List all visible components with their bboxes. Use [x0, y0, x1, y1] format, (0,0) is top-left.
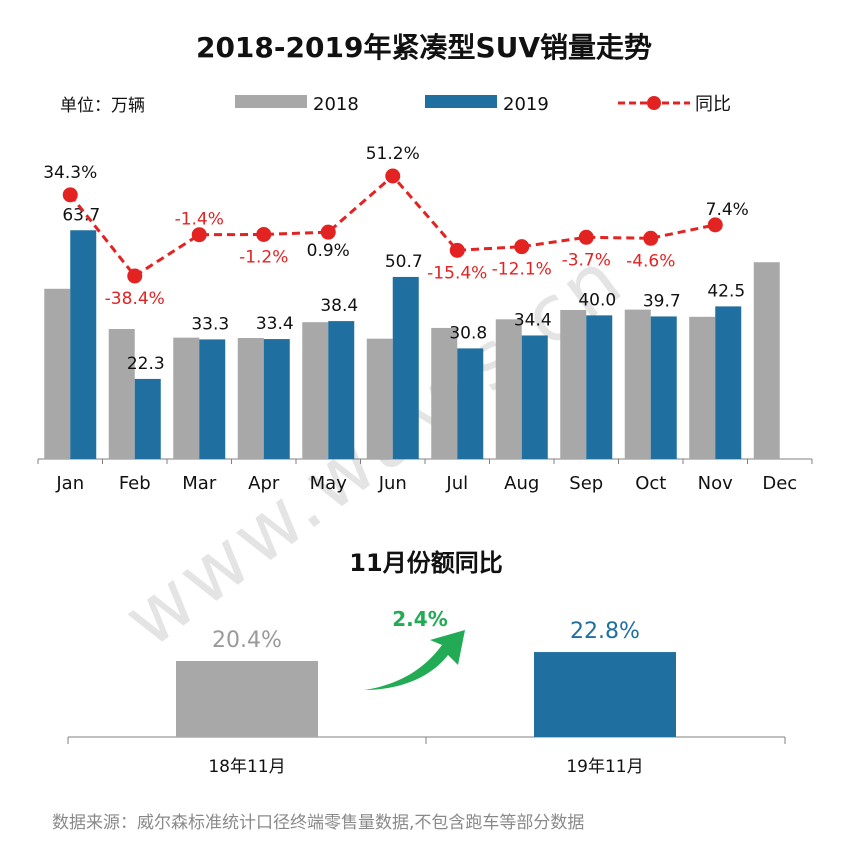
bar-2019-label: 22.3	[127, 354, 165, 374]
yoy-point	[62, 187, 78, 203]
x-tick-label: Nov	[698, 473, 733, 494]
yoy-point	[449, 242, 465, 258]
yoy-point	[256, 226, 272, 242]
bar-2019-jan	[70, 230, 97, 459]
yoy-point	[320, 224, 336, 240]
bar-2019-mar	[199, 339, 226, 459]
legend-yoy-marker	[647, 96, 661, 110]
bar-2019-label: 40.0	[578, 290, 616, 310]
growth-arrow-icon	[364, 630, 465, 690]
share-bar	[176, 661, 318, 737]
x-tick-label: Aug	[504, 473, 539, 494]
bar-2019-feb	[134, 378, 161, 459]
yoy-label: -12.1%	[492, 260, 552, 280]
legend: 2018 2019 同比	[235, 94, 731, 115]
bar-2019-label: 39.7	[643, 291, 681, 311]
x-tick-label: Jun	[378, 473, 407, 494]
bar-2019-nov	[715, 306, 742, 459]
yoy-label: 0.9%	[307, 241, 350, 261]
bar-2018-oct	[624, 309, 651, 459]
x-tick-label: Oct	[635, 473, 666, 494]
share-bar-label: 22.8%	[570, 619, 640, 644]
bar-2018-dec	[753, 262, 780, 459]
share-bar	[534, 652, 676, 737]
bar-2019-jun	[392, 276, 419, 459]
share-bar-label: 20.4%	[212, 628, 282, 653]
bar-2018-nov	[689, 316, 716, 459]
bar-2019-jul	[457, 348, 484, 459]
bar-2018-sep	[560, 309, 587, 459]
x-tick-label: Dec	[762, 473, 797, 494]
yoy-point	[578, 229, 594, 245]
yoy-point	[385, 168, 401, 184]
yoy-label: -1.4%	[175, 210, 224, 230]
share-category-label: 19年11月	[566, 757, 643, 777]
legend-2019-swatch	[425, 95, 497, 108]
bar-2018-may	[302, 322, 329, 459]
yoy-point	[514, 239, 530, 255]
x-tick-label: Mar	[182, 473, 217, 494]
bar-2018-feb	[108, 329, 135, 459]
bar-2019-label: 33.4	[256, 314, 294, 334]
source-note: 数据来源：威尔森标准统计口径终端零售量数据,不包含跑车等部分数据	[52, 813, 584, 833]
yoy-label: -15.4%	[427, 263, 487, 283]
yoy-point	[643, 230, 659, 246]
bar-2018-jun	[366, 338, 393, 459]
bar-2019-label: 50.7	[385, 252, 423, 272]
chart-title: 2018-2019年紧凑型SUV销量走势	[196, 31, 652, 64]
x-tick-label: Jul	[445, 473, 468, 494]
yoy-label: -1.2%	[239, 247, 288, 267]
yoy-label: -38.4%	[105, 289, 165, 309]
bar-2019-oct	[650, 316, 677, 459]
x-tick-label: Jan	[55, 473, 84, 494]
share-chart-title: 11月份额同比	[349, 549, 502, 577]
bar-2019-may	[328, 321, 355, 459]
yoy-point	[191, 227, 207, 243]
bar-2019-aug	[521, 335, 548, 459]
bar-2019-apr	[263, 339, 290, 459]
bar-2019-label: 30.8	[449, 323, 487, 343]
yoy-label: -4.6%	[626, 251, 675, 271]
x-tick-label: Sep	[569, 473, 603, 494]
yoy-point	[707, 217, 723, 233]
legend-2018-label: 2018	[313, 94, 359, 115]
x-tick-label: Feb	[119, 473, 151, 494]
yoy-point	[127, 268, 143, 284]
legend-2018-swatch	[235, 95, 307, 108]
x-tick-label: May	[310, 473, 348, 494]
bar-2018-apr	[237, 337, 264, 459]
unit-label: 单位：万辆	[60, 96, 145, 116]
yoy-label: 34.3%	[43, 163, 97, 183]
legend-2019-label: 2019	[503, 94, 549, 115]
yoy-label: 51.2%	[366, 144, 420, 164]
yoy-label: -3.7%	[562, 250, 611, 270]
bar-2019-sep	[586, 315, 613, 459]
bar-2019-label: 33.3	[191, 314, 229, 334]
bar-2018-jan	[44, 288, 71, 459]
bar-2018-aug	[495, 319, 522, 459]
share-change-label: 2.4%	[392, 607, 447, 631]
bar-2019-label: 34.4	[514, 310, 552, 330]
legend-yoy-label: 同比	[695, 94, 731, 115]
yoy-label: 7.4%	[706, 200, 749, 220]
share-category-label: 18年11月	[208, 757, 285, 777]
bar-2019-label: 38.4	[320, 296, 358, 316]
monthly-sales-chart: 63.7Jan22.3Feb33.3Mar33.4Apr38.4May50.7J…	[37, 144, 813, 494]
x-tick-label: Apr	[248, 473, 280, 494]
bar-2019-label: 42.5	[707, 281, 745, 301]
share-chart: 11月份额同比 20.4% 18年11月 22.8% 19年11月 2.4%	[67, 549, 786, 777]
bar-2018-mar	[173, 337, 200, 459]
bar-2018-jul	[431, 327, 458, 459]
